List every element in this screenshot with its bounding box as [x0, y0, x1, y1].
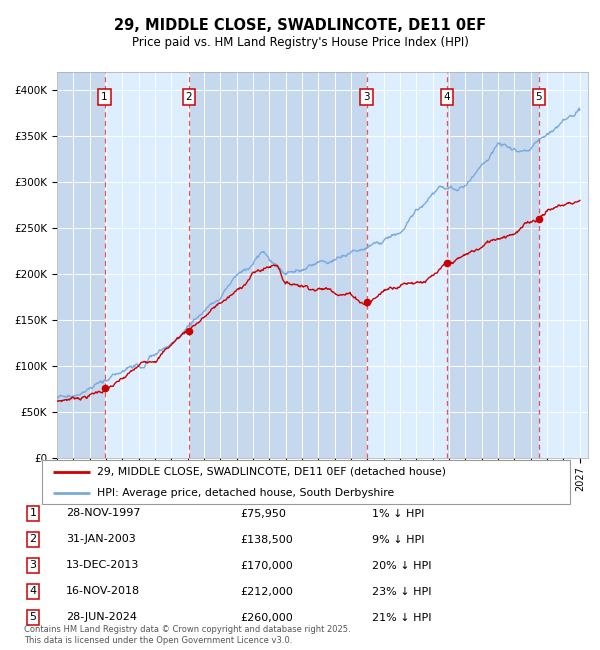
Text: 3: 3: [364, 92, 370, 101]
FancyBboxPatch shape: [42, 460, 570, 504]
Text: £75,950: £75,950: [240, 508, 286, 519]
Text: Contains HM Land Registry data © Crown copyright and database right 2025.
This d: Contains HM Land Registry data © Crown c…: [24, 625, 350, 645]
Text: 16-NOV-2018: 16-NOV-2018: [66, 586, 140, 597]
Text: 1: 1: [101, 92, 108, 101]
Text: £260,000: £260,000: [240, 612, 293, 623]
Bar: [189, 72, 367, 458]
Text: 31-JAN-2003: 31-JAN-2003: [66, 534, 136, 545]
Text: 23% ↓ HPI: 23% ↓ HPI: [372, 586, 431, 597]
Text: 9% ↓ HPI: 9% ↓ HPI: [372, 534, 425, 545]
Text: 28-NOV-1997: 28-NOV-1997: [66, 508, 140, 519]
Text: 29, MIDDLE CLOSE, SWADLINCOTE, DE11 0EF (detached house): 29, MIDDLE CLOSE, SWADLINCOTE, DE11 0EF …: [97, 467, 446, 477]
Text: 1% ↓ HPI: 1% ↓ HPI: [372, 508, 424, 519]
Text: 3: 3: [29, 560, 37, 571]
Bar: [539, 72, 588, 458]
Text: 2: 2: [186, 92, 193, 101]
Bar: [57, 72, 104, 458]
Bar: [367, 72, 447, 458]
Text: 28-JUN-2024: 28-JUN-2024: [66, 612, 137, 623]
Text: HPI: Average price, detached house, South Derbyshire: HPI: Average price, detached house, Sout…: [97, 488, 395, 498]
Bar: [539, 72, 588, 458]
Text: 2: 2: [29, 534, 37, 545]
Text: 1: 1: [29, 508, 37, 519]
Text: 5: 5: [29, 612, 37, 623]
Text: 21% ↓ HPI: 21% ↓ HPI: [372, 612, 431, 623]
Text: Price paid vs. HM Land Registry's House Price Index (HPI): Price paid vs. HM Land Registry's House …: [131, 36, 469, 49]
Bar: [447, 72, 539, 458]
Text: 20% ↓ HPI: 20% ↓ HPI: [372, 560, 431, 571]
Text: £212,000: £212,000: [240, 586, 293, 597]
Bar: [104, 72, 189, 458]
Text: 29, MIDDLE CLOSE, SWADLINCOTE, DE11 0EF: 29, MIDDLE CLOSE, SWADLINCOTE, DE11 0EF: [114, 18, 486, 33]
Text: £170,000: £170,000: [240, 560, 293, 571]
Text: 4: 4: [444, 92, 451, 101]
Text: 4: 4: [29, 586, 37, 597]
Text: 13-DEC-2013: 13-DEC-2013: [66, 560, 139, 571]
Text: 5: 5: [536, 92, 542, 101]
Text: £138,500: £138,500: [240, 534, 293, 545]
